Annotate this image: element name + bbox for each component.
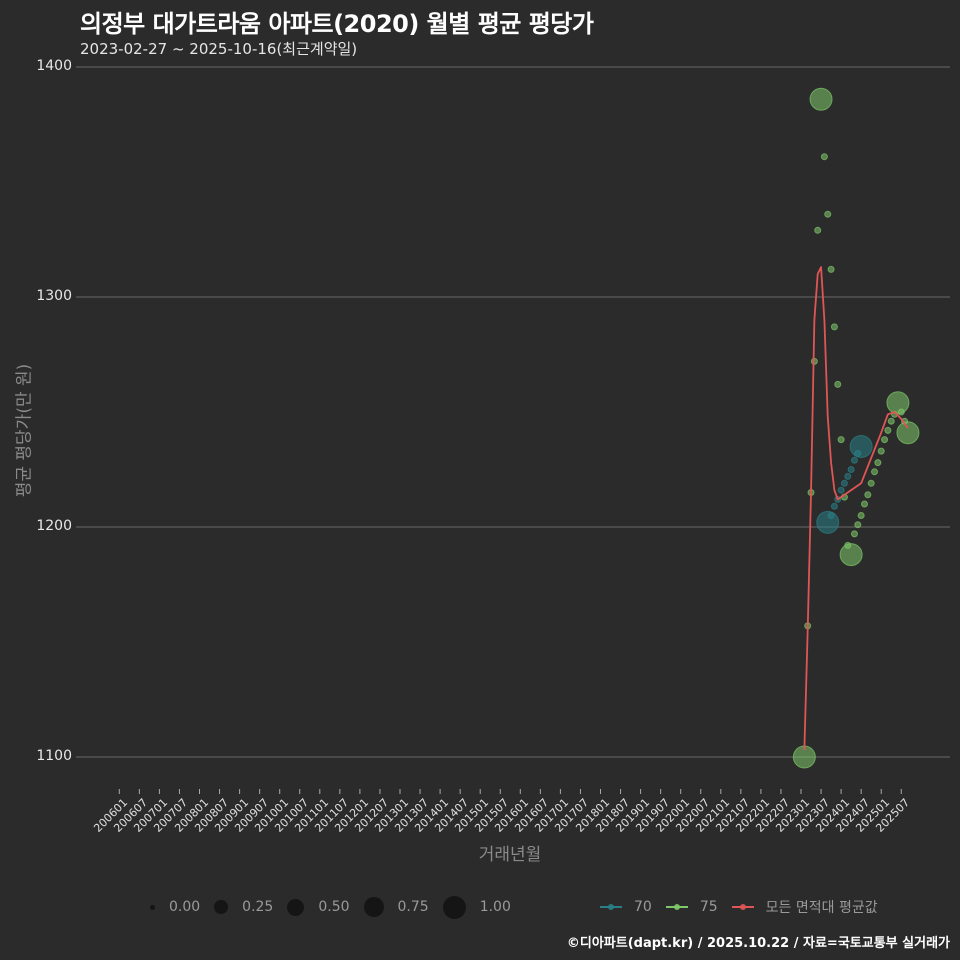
y-tick-label: 1200 xyxy=(36,518,72,534)
size-legend-item: 0.75 xyxy=(363,897,429,917)
size-dot-icon xyxy=(150,904,155,910)
chart-subtitle: 2023-02-27 ~ 2025-10-16(최근계약일) xyxy=(80,40,358,58)
size-legend-item: 1.00 xyxy=(442,895,511,919)
line-key-icon xyxy=(731,904,754,910)
size-legend-item: 0.25 xyxy=(214,899,273,915)
legend-item-70: 70 xyxy=(600,899,652,915)
size-legend-item: 0.00 xyxy=(150,899,200,915)
y-tick-label: 1100 xyxy=(36,748,72,764)
gridlines xyxy=(76,66,950,758)
line-key-icon xyxy=(600,904,622,910)
y-axis-label: 평균 평당가(만 원) xyxy=(14,363,35,498)
average-line xyxy=(803,266,909,751)
legend-item-average: 모든 면적대 평균값 xyxy=(731,897,878,917)
size-legend-item: 0.50 xyxy=(287,898,350,916)
y-tick-label: 1400 xyxy=(36,58,72,74)
series-legend: 70 75 모든 면적대 평균값 xyxy=(600,892,892,922)
line-key-icon xyxy=(665,904,688,910)
size-dot-icon xyxy=(214,900,229,914)
size-legend: 0.00 0.25 0.50 0.75 1.00 xyxy=(150,892,525,922)
series-70-points xyxy=(816,435,873,534)
legend-item-75: 75 xyxy=(665,899,718,915)
x-tick-marks xyxy=(118,789,902,794)
size-dot-icon xyxy=(442,895,466,919)
size-dot-icon xyxy=(287,898,305,916)
source-caption: ©디아파트(dapt.kr) / 2025.10.22 / 자료=국토교통부 실… xyxy=(566,936,950,951)
y-tick-label: 1300 xyxy=(36,288,72,304)
size-dot-icon xyxy=(363,897,384,917)
chart-title: 의정부 대가트라움 아파트(2020) 월별 평균 평당가 xyxy=(80,10,594,38)
x-axis-label: 거래년월 xyxy=(478,845,542,865)
